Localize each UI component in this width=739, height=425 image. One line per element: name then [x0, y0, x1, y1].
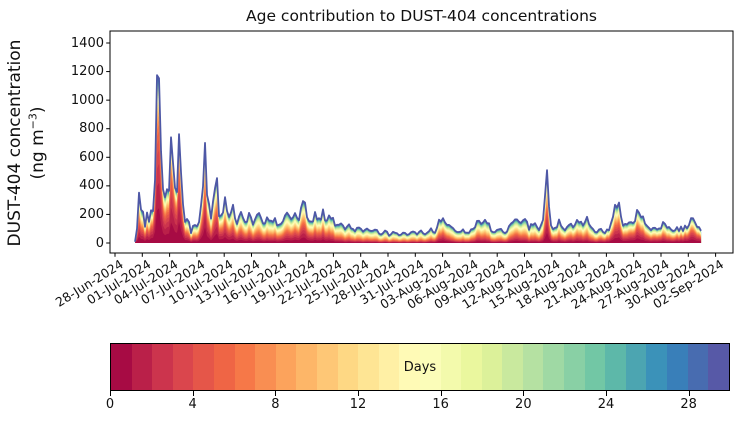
colorbar-segment: [111, 344, 132, 390]
colorbar-segment: [584, 344, 606, 390]
colorbar-segment: [275, 344, 297, 390]
colorbar-tick-mark: [192, 391, 194, 396]
colorbar-segment: [358, 344, 379, 390]
colorbar-segment: [708, 344, 729, 390]
y-tick-label: 1200: [70, 64, 104, 80]
colorbar-segment: [646, 344, 668, 390]
colorbar-segment: [605, 344, 626, 390]
colorbar-segment: [152, 344, 173, 390]
colorbar-segment: [337, 344, 359, 390]
colorbar-tick-mark: [606, 391, 607, 396]
y-tick-label: 800: [79, 121, 104, 137]
colorbar-segment: [564, 344, 585, 390]
colorbar-segment: [543, 344, 565, 390]
stacked-area-plot: [106, 30, 734, 257]
colorbar-segment: [234, 344, 256, 390]
colorbar-tick-label: 12: [349, 397, 367, 412]
colorbar-tick-mark: [440, 391, 442, 396]
colorbar-segment: [316, 344, 338, 390]
colorbar-tick-label: 16: [432, 397, 449, 412]
total-concentration-line: [134, 74, 702, 242]
colorbar: [110, 343, 730, 391]
y-tick-label: 1000: [70, 92, 104, 108]
colorbar-segment: [131, 344, 153, 390]
colorbar-segment: [419, 344, 441, 390]
colorbar-segment: [172, 344, 194, 390]
colorbar-segment: [481, 344, 503, 390]
y-tick-label: 1400: [70, 35, 104, 51]
colorbar-segment: [522, 344, 544, 390]
colorbar-tick-mark: [523, 391, 525, 396]
colorbar-tick-mark: [110, 391, 111, 396]
y-tick-label: 400: [79, 178, 104, 194]
colorbar-segment: [255, 344, 276, 390]
colorbar-tick-label: 24: [597, 397, 615, 412]
colorbar-segment: [440, 344, 462, 390]
colorbar-segment: [625, 344, 647, 390]
colorbar-segment: [502, 344, 523, 390]
colorbar-tick-label: 8: [271, 397, 280, 412]
colorbar-tick-mark: [688, 391, 690, 396]
colorbar-tick-mark: [275, 391, 277, 396]
colorbar-segment: [667, 344, 688, 390]
colorbar-tick-mark: [358, 391, 359, 396]
y-tick-label: 200: [79, 206, 104, 222]
colorbar-tick-label: 28: [680, 397, 697, 412]
colorbar-segment: [399, 344, 420, 390]
colorbar-segment: [193, 344, 214, 390]
colorbar-segment: [687, 344, 709, 390]
y-tick-label: 600: [79, 149, 104, 165]
colorbar-segment: [296, 344, 317, 390]
y-tick-label: 0: [95, 235, 104, 251]
colorbar-tick-label: 20: [515, 397, 532, 412]
colorbar-segment: [461, 344, 482, 390]
colorbar-segment: [378, 344, 400, 390]
colorbar-segment: [213, 344, 235, 390]
chart-title: Age contribution to DUST-404 concentrati…: [246, 7, 597, 25]
colorbar-tick-label: 0: [105, 397, 115, 412]
colorbar-tick-label: 4: [188, 397, 197, 412]
